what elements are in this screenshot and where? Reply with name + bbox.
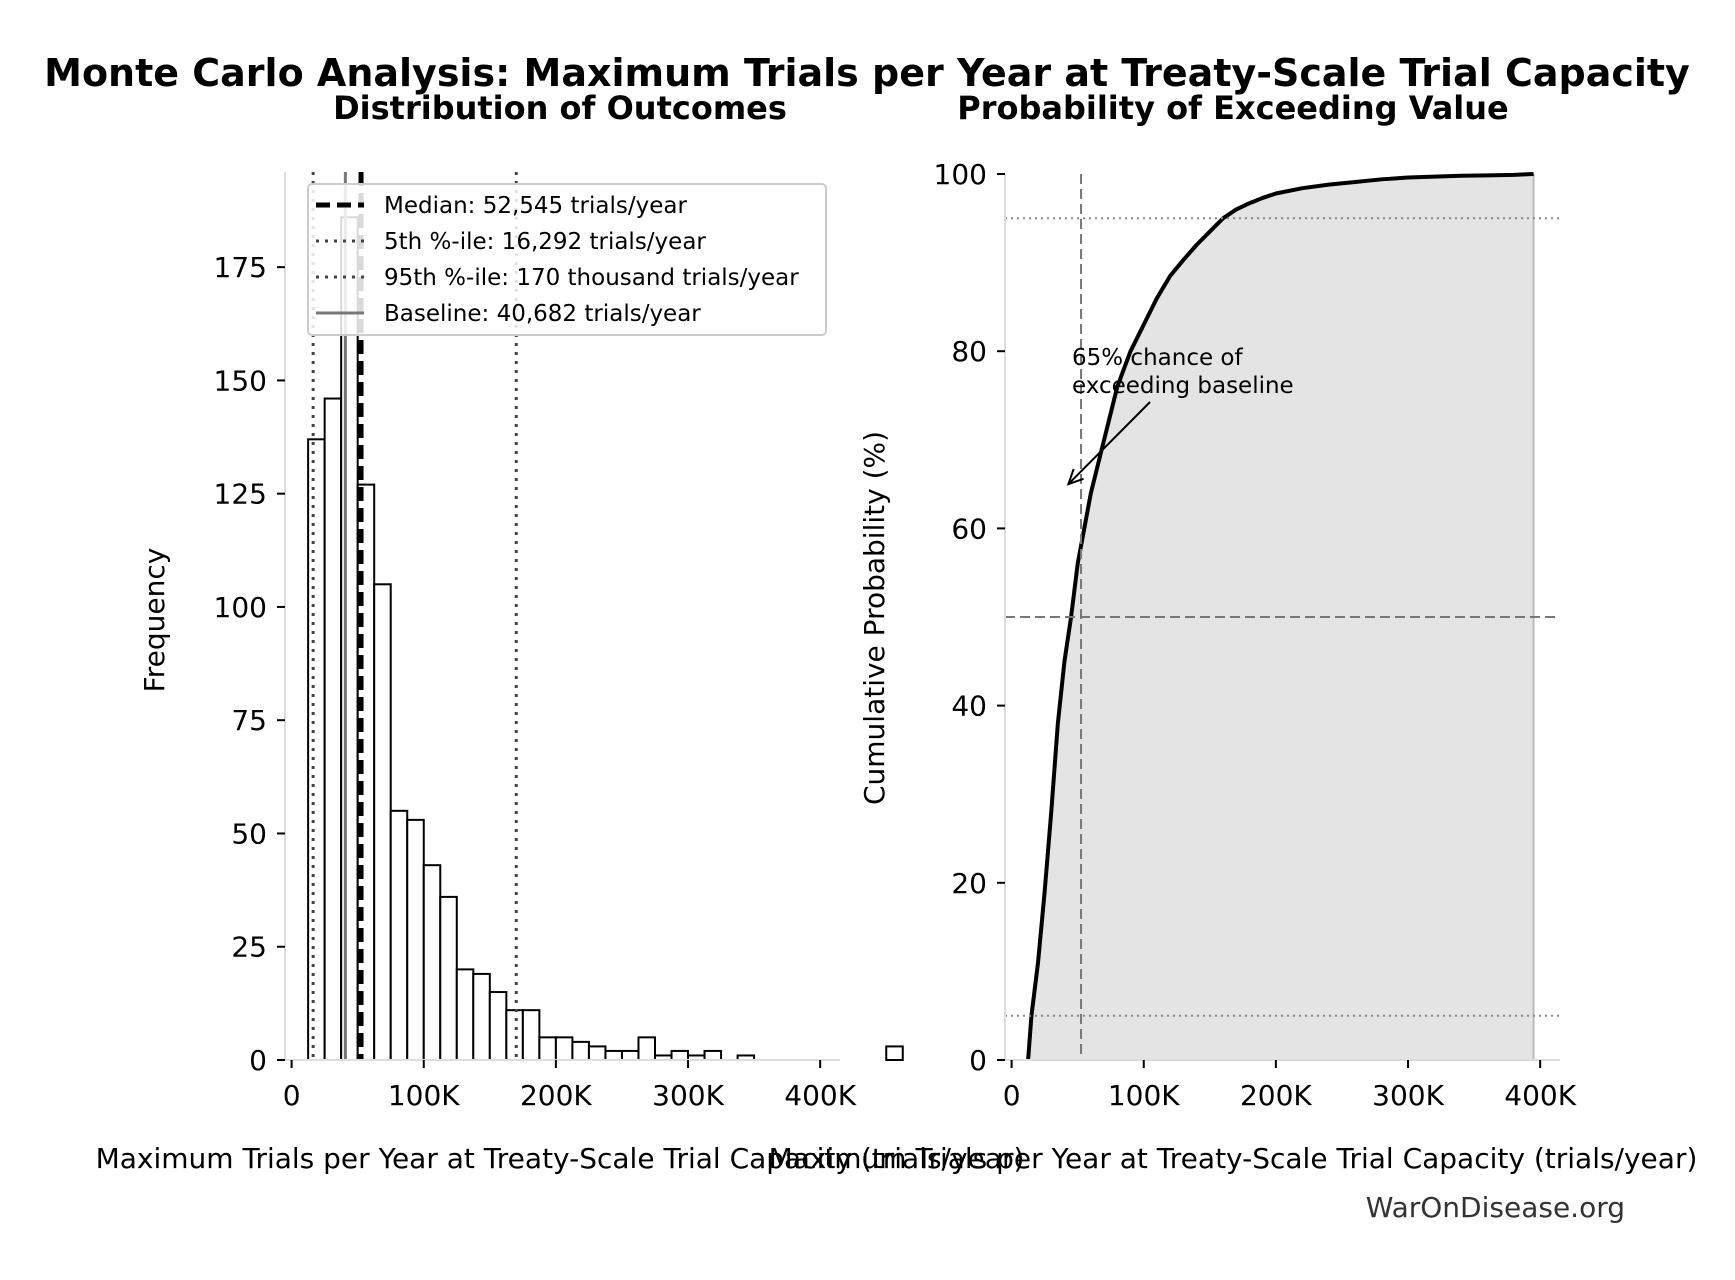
cdf-subtitle: Probability of Exceeding Value xyxy=(957,89,1509,127)
histogram-bar xyxy=(703,1049,723,1061)
histogram-bar xyxy=(307,438,326,1061)
y-tick-label: 125 xyxy=(214,478,267,511)
histogram-bar xyxy=(505,1009,524,1062)
histogram-bar xyxy=(439,895,458,1061)
annotation-arrowhead xyxy=(1066,468,1084,486)
y-tick-label: 175 xyxy=(214,251,267,284)
cdf-line xyxy=(1026,172,1534,1061)
annotation-arrow xyxy=(1067,401,1151,485)
legend-entry: 95th %-ile: 170 thousand trials/year xyxy=(384,265,799,291)
histogram-bar xyxy=(604,1049,623,1061)
legend: Median: 52,545 trials/year 5th %-ile: 16,… xyxy=(307,183,827,336)
x-tick-label: 300K xyxy=(652,1079,724,1112)
y-tick-label: 20 xyxy=(951,867,987,900)
y-tick-label: 0 xyxy=(249,1044,267,1077)
legend-entry: 5th %-ile: 16,292 trials/year xyxy=(384,229,706,255)
histogram-bar xyxy=(323,397,343,1061)
histogram-bars xyxy=(307,216,904,1062)
histogram-bar xyxy=(538,1036,557,1061)
cdf-y-axis-label: Cumulative Probability (%) xyxy=(858,431,891,805)
x-tick-label: 100K xyxy=(1108,1079,1180,1112)
histogram-y-axis-label: Frequency xyxy=(138,548,171,693)
cdf-axes: 0 20 40 60 80 100 0 100K 200K 300K 400K xyxy=(934,158,1577,1112)
annotation-text: 65% chance of xyxy=(1072,345,1244,371)
histogram-bar xyxy=(422,864,442,1061)
x-tick-label: 100K xyxy=(388,1079,460,1112)
y-tick-label: 100 xyxy=(214,591,267,624)
histogram-subtitle: Distribution of Outcomes xyxy=(333,89,787,127)
annotation-text: exceeding baseline xyxy=(1072,373,1294,399)
y-tick-label: 150 xyxy=(214,364,267,397)
histogram-bar xyxy=(670,1049,690,1061)
y-tick-label: 60 xyxy=(951,512,987,545)
histogram-bar xyxy=(389,809,409,1062)
histogram-bar xyxy=(488,991,508,1062)
histogram-bar xyxy=(472,972,491,1062)
x-tick-label: 0 xyxy=(283,1079,301,1112)
y-tick-label: 80 xyxy=(951,335,987,368)
histogram-bar xyxy=(455,968,475,1061)
x-tick-label: 400K xyxy=(784,1079,856,1112)
y-tick-label: 25 xyxy=(231,931,267,964)
x-tick-label: 300K xyxy=(1372,1079,1444,1112)
y-tick-label: 50 xyxy=(231,817,267,850)
cdf-reference-lines xyxy=(1005,174,1560,1060)
histogram-bar xyxy=(521,1009,541,1062)
x-tick-label: 200K xyxy=(520,1079,592,1112)
histogram-x-axis-label: Maximum Trials per Year at Treaty-Scale … xyxy=(96,1142,1025,1175)
legend-box xyxy=(307,183,827,336)
histogram-bar xyxy=(637,1036,656,1061)
x-tick-label: 0 xyxy=(1003,1079,1021,1112)
histogram-bar xyxy=(571,1040,590,1062)
x-tick-label: 200K xyxy=(1240,1079,1312,1112)
cdf-panel: Probability of Exceeding Value 0 20 40 60 80… xyxy=(769,89,1698,1175)
histogram-bar xyxy=(340,216,359,1061)
x-tick-label: 400K xyxy=(1504,1079,1576,1112)
y-tick-label: 40 xyxy=(951,690,987,723)
histogram-axes: 0 25 50 75 100 125 150 175 0 100K 200K 300K 400K xyxy=(214,172,857,1112)
cdf-x-axis-label: Maximum Trials per Year at Treaty-Scale … xyxy=(769,1142,1698,1175)
figure-title: Monte Carlo Analysis: Maximum Trials per… xyxy=(44,51,1690,95)
histogram-bar xyxy=(620,1049,640,1061)
histogram-bar xyxy=(373,583,392,1061)
histogram-bar xyxy=(554,1036,574,1061)
y-tick-label: 75 xyxy=(231,704,267,737)
legend-entry: Median: 52,545 trials/year xyxy=(384,193,687,219)
histogram-bar xyxy=(885,1045,904,1062)
histogram-bar xyxy=(587,1045,607,1062)
credit-text: WarOnDisease.org xyxy=(1366,1191,1625,1224)
histogram-bar xyxy=(406,818,425,1062)
y-tick-label: 100 xyxy=(934,158,987,191)
y-tick-label: 0 xyxy=(969,1044,987,1077)
histogram-panel: Distribution of Outcomes 0 25 50 75 100 125 15… xyxy=(96,89,1025,1175)
legend-entry: Baseline: 40,682 trials/year xyxy=(384,301,701,327)
